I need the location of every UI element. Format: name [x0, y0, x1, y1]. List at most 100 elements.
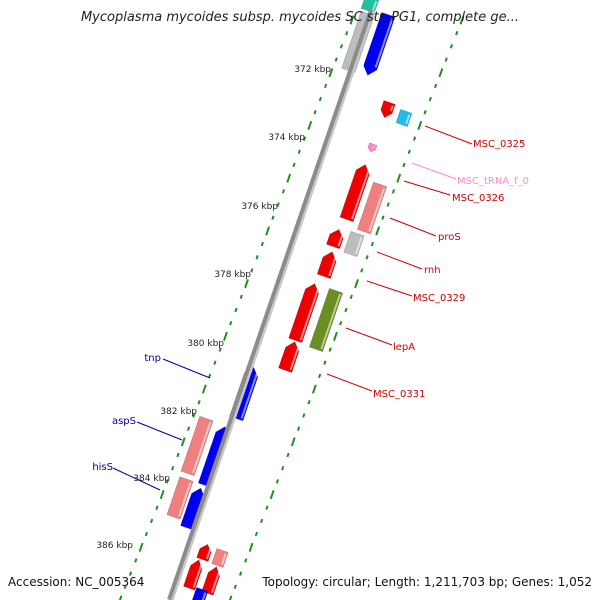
right-dot-tick	[228, 595, 233, 600]
right-dot-tick	[438, 68, 444, 78]
right-dot-tick	[244, 558, 248, 563]
kbp-label: 384 kbp	[133, 474, 170, 484]
gene-label: rnh	[424, 265, 441, 276]
right-dot-tick	[370, 241, 374, 247]
gene-rnh	[316, 251, 338, 279]
right-dot-tick	[417, 120, 423, 131]
gene-trna-mark-shape	[367, 142, 378, 153]
left-dot-tick	[292, 162, 296, 168]
gene-blue-top-shine	[374, 17, 394, 68]
gene-lepa	[308, 288, 344, 352]
gene-bottom-a	[196, 544, 212, 562]
left-dot-tick	[192, 413, 196, 418]
gene-msc-0325-shine	[389, 105, 394, 112]
right-dot-tick	[459, 15, 465, 25]
gene-rnh-a-shine	[337, 232, 344, 247]
left-dot-tick	[155, 505, 159, 510]
gene-bottom-c	[183, 559, 203, 591]
gene-bottom-d-shine	[210, 569, 221, 593]
left-dot-tick	[260, 241, 264, 247]
kbp-label: 380 kbp	[187, 339, 224, 349]
gene-trna-cyan-shape	[395, 109, 413, 127]
left-dot-tick	[201, 384, 207, 394]
right-dot-tick	[396, 173, 402, 183]
left-dot-tick	[239, 294, 243, 300]
left-dot-tick	[159, 489, 165, 500]
gene-hiss-pink	[166, 476, 194, 520]
gene-label: proS	[438, 232, 461, 243]
leader-line	[411, 162, 457, 180]
right-dot-tick	[281, 465, 285, 471]
left-dot-tick	[255, 255, 259, 260]
right-dot-tick	[375, 226, 381, 236]
gene-bottom-c-shine	[192, 562, 203, 588]
right-dot-tick	[307, 400, 311, 405]
gene-label: MSC_0331	[373, 389, 425, 400]
left-dot-tick	[297, 149, 301, 155]
left-dot-tick	[324, 83, 328, 89]
left-dot-tick	[118, 595, 123, 600]
left-dot-tick	[138, 542, 144, 552]
right-dot-tick	[391, 189, 396, 194]
right-dot-tick	[296, 426, 301, 431]
gene-msc-0331-shape	[278, 341, 300, 373]
leader-line	[389, 217, 437, 237]
left-dot-tick	[313, 110, 317, 115]
right-dot-tick	[254, 531, 258, 537]
gene-lepa-shine	[320, 293, 342, 350]
left-dot-tick	[349, 15, 355, 25]
gene-bottom-e	[191, 587, 209, 600]
left-dot-tick	[123, 584, 127, 590]
leader-line	[162, 358, 211, 379]
right-dot-tick	[269, 489, 275, 500]
right-dot-tick	[248, 542, 254, 552]
backbone-highlight	[170, 10, 376, 600]
gene-asps-pink-shine	[192, 421, 212, 474]
leader-line	[136, 421, 183, 441]
gene-asps-pink	[180, 415, 214, 477]
left-dot-tick	[307, 120, 313, 131]
right-dot-tick	[238, 571, 243, 576]
gene-rnh-shape	[316, 251, 337, 279]
gene-asps-pink-shape	[180, 415, 214, 477]
gene-blue-top	[363, 12, 396, 76]
left-dot-tick	[334, 57, 338, 62]
left-dot-tick	[171, 465, 175, 471]
kbp-label: 372 kbp	[294, 65, 331, 75]
left-dot-tick	[244, 279, 249, 289]
genome-summary-text: Topology: circular; Length: 1,211,703 bp…	[262, 575, 592, 589]
right-dot-tick	[360, 268, 364, 273]
gene-pros-shape	[356, 181, 388, 235]
leader-line	[424, 125, 473, 145]
gene-label: aspS	[112, 416, 136, 427]
left-dot-tick	[144, 531, 148, 537]
leader-line	[345, 327, 393, 346]
gene-tnp-shine	[240, 370, 259, 419]
left-dot-tick	[186, 426, 191, 431]
right-dot-tick	[386, 202, 390, 207]
left-dot-tick	[302, 136, 307, 141]
gene-labels: MSC_0325 MSC_tRNA_f_0 MSC_0326 proS rnh MSC_0…	[92, 139, 529, 473]
right-dot-tick	[311, 384, 317, 394]
gene-rnh-a	[326, 229, 344, 250]
gene-msc-0331	[278, 341, 300, 373]
gene-gray-mid-shine	[354, 236, 363, 255]
gene-bottom-b-shine	[220, 553, 227, 566]
right-dot-tick	[260, 518, 264, 524]
gene-msc-0331-shine	[289, 344, 300, 371]
left-dot-tick	[197, 400, 201, 405]
left-dot-tick	[234, 307, 238, 313]
kbp-label: 378 kbp	[214, 270, 251, 280]
right-dot-tick	[302, 413, 306, 418]
left-dot-tick	[271, 215, 275, 220]
leader-line	[326, 373, 373, 392]
left-dot-tick	[345, 30, 349, 36]
left-dot-tick	[223, 331, 228, 341]
gene-msc-0329-shape	[288, 283, 320, 344]
right-dot-tick	[275, 479, 280, 484]
right-dot-tick	[423, 110, 427, 115]
gene-bottom-b-shape	[211, 548, 229, 568]
right-dot-tick	[354, 279, 359, 289]
right-dot-tick	[381, 215, 385, 220]
